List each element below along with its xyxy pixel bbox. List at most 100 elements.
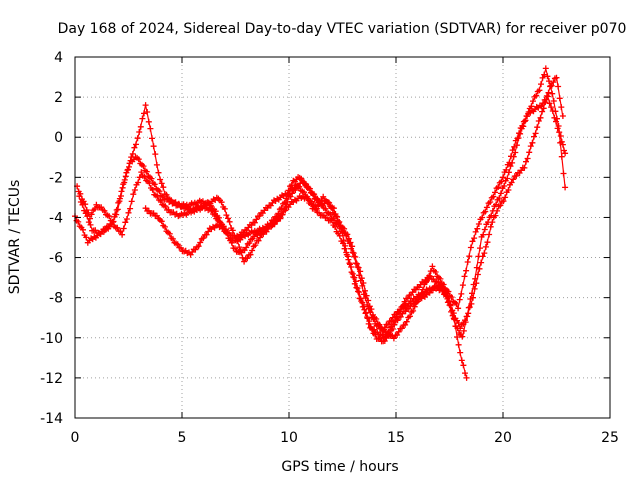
plot-frame — [74, 56, 611, 419]
data-point — [87, 215, 93, 222]
data-point — [459, 333, 466, 340]
data-point — [449, 312, 456, 319]
data-point — [391, 317, 398, 324]
data-point — [556, 95, 563, 102]
data-point — [345, 256, 352, 263]
data-point — [446, 302, 453, 309]
data-point — [540, 105, 547, 112]
x-tick-label: 10 — [280, 430, 298, 446]
data-point — [464, 259, 471, 265]
data-point — [346, 240, 353, 247]
y-tick-label: 0 — [54, 130, 63, 146]
data-point — [75, 218, 82, 225]
data-point — [158, 218, 165, 225]
data-point — [402, 321, 409, 328]
data-point — [471, 235, 478, 242]
data-point — [432, 269, 439, 275]
data-point — [83, 234, 90, 241]
data-point — [134, 135, 141, 142]
data-point — [429, 263, 436, 270]
data-point — [218, 199, 225, 206]
data-point — [357, 277, 364, 284]
data-point — [330, 205, 337, 212]
data-point — [356, 272, 363, 279]
data-point — [113, 211, 120, 218]
data-point — [101, 207, 108, 214]
data-point — [166, 230, 173, 237]
data-point — [445, 288, 452, 295]
data-point — [545, 89, 552, 96]
data-point — [136, 129, 143, 135]
data-point — [479, 214, 486, 221]
data-point — [197, 239, 204, 246]
data-point — [363, 309, 369, 316]
series-track-2 — [76, 93, 569, 342]
data-point — [552, 108, 559, 115]
data-point — [366, 318, 373, 325]
y-tick-label: -14 — [40, 411, 63, 427]
data-point — [536, 87, 543, 94]
data-point — [82, 201, 89, 208]
data-point — [343, 232, 350, 239]
data-point — [553, 74, 560, 81]
data-point — [557, 139, 564, 146]
data-point — [236, 244, 243, 251]
data-point — [281, 206, 288, 213]
y-tick-label: -4 — [49, 210, 63, 226]
data-point — [472, 275, 479, 282]
data-point — [359, 282, 366, 289]
data-point — [531, 133, 537, 140]
data-point — [144, 109, 151, 115]
data-point — [443, 293, 450, 300]
data-point — [500, 174, 506, 181]
data-point — [539, 108, 546, 115]
data-point — [237, 247, 244, 254]
data-point — [334, 213, 341, 220]
data-point — [541, 71, 548, 78]
data-point — [126, 163, 132, 170]
data-point — [123, 216, 130, 222]
series-track-1 — [72, 102, 470, 381]
data-point — [309, 198, 315, 205]
data-point — [343, 251, 350, 258]
data-point — [228, 239, 235, 246]
data-point — [226, 218, 233, 225]
data-point — [149, 135, 155, 142]
data-point — [481, 226, 488, 233]
data-point — [326, 199, 333, 206]
data-point — [273, 218, 280, 225]
data-point — [401, 298, 408, 305]
data-point — [131, 144, 138, 151]
data-point — [385, 321, 391, 328]
data-point — [249, 247, 256, 254]
data-point — [539, 74, 546, 81]
data-point — [512, 149, 519, 156]
data-point — [142, 102, 149, 109]
data-point — [336, 232, 343, 239]
data-point — [288, 182, 295, 188]
data-point — [80, 226, 86, 233]
data-point — [155, 169, 162, 176]
data-point — [313, 205, 320, 212]
data-point — [120, 225, 127, 232]
data-point — [119, 184, 126, 191]
data-point — [394, 332, 401, 338]
data-point — [435, 279, 442, 286]
data-point — [467, 296, 474, 302]
data-point — [530, 98, 536, 105]
data-point — [505, 169, 512, 176]
data-point — [487, 223, 494, 230]
data-point — [221, 205, 228, 212]
data-point — [200, 235, 207, 242]
data-point — [527, 143, 534, 150]
data-point — [463, 267, 470, 274]
series-track-4 — [74, 65, 569, 341]
data-point — [515, 135, 522, 141]
x-tick-label: 20 — [494, 430, 512, 446]
data-point — [474, 225, 481, 232]
data-point — [306, 185, 313, 192]
data-point — [532, 130, 539, 137]
data-point — [477, 245, 483, 252]
chart-title: Day 168 of 2024, Sidereal Day-to-day VTE… — [58, 21, 627, 37]
data-point — [255, 237, 262, 244]
